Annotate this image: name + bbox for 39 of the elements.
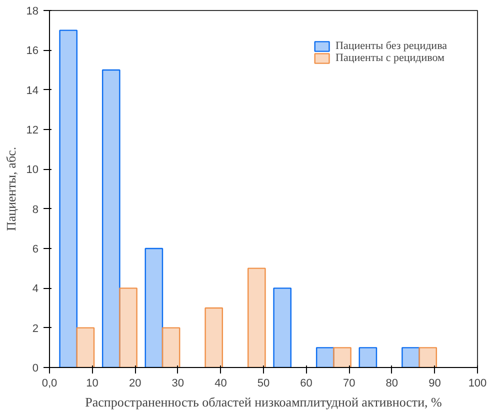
legend-label: Пациенты без рецидива	[336, 40, 447, 52]
x-tick-label: 30	[172, 378, 184, 390]
y-tick-label: 0	[32, 362, 39, 374]
bar	[358, 347, 378, 368]
y-tick-label: 8	[32, 204, 39, 216]
x-axis-title: Распространенность областей низкоамплитудной активности, %	[85, 394, 442, 410]
bar	[76, 327, 95, 368]
x-tick-label: 60	[300, 378, 312, 390]
bar	[316, 347, 334, 368]
bar	[333, 347, 352, 368]
bar	[273, 288, 292, 368]
y-tick-label: 12	[26, 124, 39, 136]
x-tick-label: 50	[257, 378, 270, 390]
y-tick-label: 4	[32, 283, 39, 296]
y-tick-label: 14	[26, 84, 39, 97]
y-tick-label: 10	[26, 164, 39, 176]
x-tick-label: 80	[386, 378, 398, 390]
y-tick-label: 16	[26, 45, 39, 58]
y-tick-label: 2	[32, 322, 39, 335]
bar	[247, 268, 266, 368]
bar	[402, 347, 420, 368]
bar	[59, 30, 78, 368]
legend-label: Пациенты с рецидивом	[336, 52, 445, 64]
bar	[144, 248, 164, 368]
x-tick-label: 70	[342, 378, 356, 390]
bar	[162, 327, 180, 368]
bar	[102, 69, 120, 368]
bar	[418, 347, 438, 368]
y-tick-label: 18	[26, 6, 39, 18]
y-axis-title: Пациенты, абс.	[3, 146, 18, 232]
x-tick-label: 90	[428, 378, 441, 390]
x-tick-label: 20	[128, 378, 142, 390]
x-tick-label: 40	[214, 378, 227, 390]
x-tick-label: 10	[86, 378, 98, 390]
x-tick-label: 0,0	[42, 378, 58, 390]
bar	[204, 307, 224, 368]
bar	[119, 288, 138, 368]
y-tick-label: 6	[32, 244, 39, 256]
x-tick-label: 100	[468, 378, 487, 390]
